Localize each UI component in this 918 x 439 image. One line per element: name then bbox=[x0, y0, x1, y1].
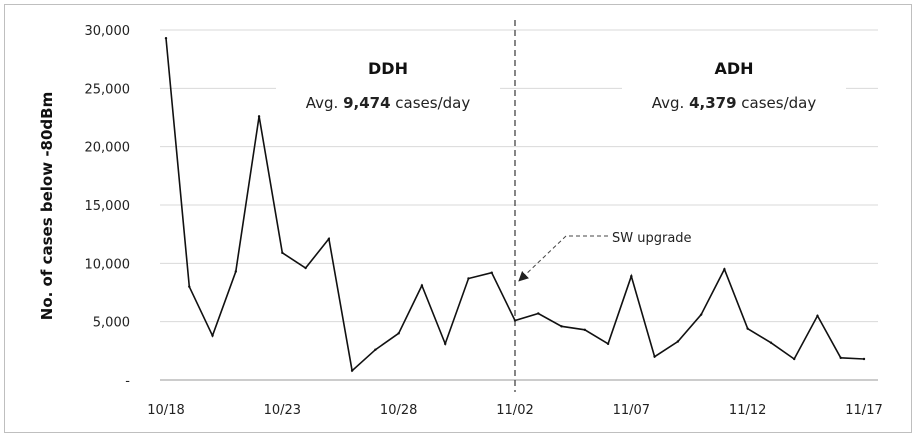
adh-label-group: ADH Avg. 4,379 cases/day bbox=[622, 50, 846, 120]
data-point bbox=[188, 285, 191, 288]
data-point bbox=[490, 271, 493, 274]
annotation-text: SW upgrade bbox=[612, 231, 692, 246]
data-point bbox=[537, 312, 540, 315]
data-point bbox=[513, 319, 517, 322]
adh-average: Avg. 4,379 cases/day bbox=[652, 94, 817, 112]
ddh-label-bg bbox=[276, 50, 500, 120]
ddh-avg-suffix: cases/day bbox=[391, 94, 471, 112]
adh-title: ADH bbox=[714, 59, 753, 78]
data-point bbox=[583, 328, 586, 332]
ddh-avg-prefix: Avg. bbox=[306, 94, 343, 112]
ddh-label-group: DDH Avg. 9,474 cases/day bbox=[276, 50, 500, 120]
annotation-bg bbox=[600, 226, 730, 250]
y-tick-label: 30,000 bbox=[85, 24, 131, 39]
data-point bbox=[281, 251, 284, 255]
adh-avg-value: 4,379 bbox=[689, 94, 736, 112]
data-point bbox=[839, 356, 842, 360]
data-point bbox=[653, 355, 656, 358]
data-point bbox=[816, 314, 819, 318]
data-point bbox=[444, 342, 447, 346]
y-tick-label: 25,000 bbox=[85, 82, 131, 97]
data-point bbox=[304, 266, 307, 270]
y-axis-label: No. of cases below -80dBm bbox=[38, 92, 56, 320]
y-tick-label: 10,000 bbox=[85, 257, 131, 272]
data-point bbox=[606, 342, 610, 346]
x-tick-label: 11/02 bbox=[496, 403, 533, 418]
data-point bbox=[467, 277, 470, 280]
y-axis-ticks: - 5,000 10,000 15,000 20,000 25,000 30,000 bbox=[85, 24, 131, 389]
data-point bbox=[862, 357, 866, 361]
y-tick-label: 20,000 bbox=[85, 141, 131, 156]
data-point bbox=[350, 369, 354, 372]
sw-upgrade-annotation: SW upgrade bbox=[518, 226, 730, 282]
x-tick-label: 10/18 bbox=[147, 403, 184, 418]
data-point bbox=[211, 334, 214, 337]
annotation-arrow bbox=[518, 235, 567, 282]
data-point bbox=[676, 340, 680, 343]
data-point bbox=[327, 237, 331, 241]
x-tick-label: 11/12 bbox=[729, 403, 766, 418]
data-point bbox=[257, 115, 261, 118]
y-tick-label: 5,000 bbox=[93, 316, 130, 331]
data-point bbox=[374, 348, 377, 351]
data-point bbox=[630, 274, 633, 278]
x-tick-label: 11/17 bbox=[845, 403, 882, 418]
data-point bbox=[234, 270, 237, 273]
data-point bbox=[793, 357, 796, 361]
x-tick-label: 11/07 bbox=[613, 403, 650, 418]
adh-avg-suffix: cases/day bbox=[737, 94, 817, 112]
adh-avg-prefix: Avg. bbox=[652, 94, 689, 112]
data-point bbox=[560, 325, 563, 328]
data-point bbox=[699, 313, 703, 316]
data-point bbox=[746, 327, 749, 330]
data-point bbox=[420, 284, 424, 287]
data-point bbox=[397, 332, 400, 335]
data-point bbox=[769, 341, 773, 344]
data-point bbox=[164, 36, 168, 40]
data-point bbox=[723, 267, 726, 271]
ddh-avg-value: 9,474 bbox=[343, 94, 390, 112]
y-tick-label: 15,000 bbox=[85, 199, 131, 214]
ddh-title: DDH bbox=[368, 59, 408, 78]
x-tick-label: 10/28 bbox=[380, 403, 417, 418]
ddh-average: Avg. 9,474 cases/day bbox=[306, 94, 471, 112]
series-points bbox=[164, 36, 866, 372]
x-axis-ticks: 10/18 10/23 10/28 11/02 11/07 11/12 11/17 bbox=[147, 403, 882, 418]
y-tick-label: - bbox=[125, 374, 130, 389]
x-tick-label: 10/23 bbox=[264, 403, 301, 418]
adh-label-bg bbox=[622, 50, 846, 120]
